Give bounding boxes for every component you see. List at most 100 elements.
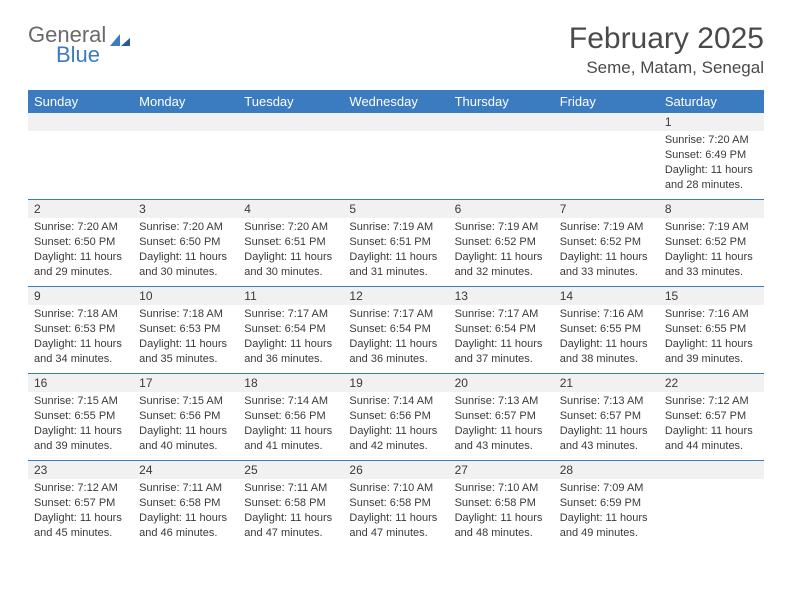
day-cell-empty	[449, 113, 554, 199]
day-sunset: Sunset: 6:52 PM	[560, 235, 653, 250]
day-cell-empty	[238, 113, 343, 199]
week-row: 9 Sunrise: 7:18 AM Sunset: 6:53 PM Daylight…	[28, 286, 764, 373]
day-number: 5	[343, 200, 448, 218]
day-cell: 7Sunrise: 7:19 AMSunset: 6:52 PMDaylight…	[554, 200, 659, 286]
day-daylight: Daylight: 11 hours and 35 minutes.	[139, 337, 232, 367]
day-sunset: Sunset: 6:57 PM	[34, 496, 127, 511]
day-daylight: Daylight: 11 hours and 28 minutes.	[665, 163, 758, 193]
day-daylight: Daylight: 11 hours and 29 minutes.	[34, 250, 127, 280]
day-cell: 17Sunrise: 7:15 AMSunset: 6:56 PMDayligh…	[133, 374, 238, 460]
day-number: 18	[238, 374, 343, 392]
day-number: 20	[449, 374, 554, 392]
day-daylight: Daylight: 11 hours and 37 minutes.	[455, 337, 548, 367]
day-daylight: Daylight: 11 hours and 45 minutes.	[34, 511, 127, 541]
day-number: 28	[554, 461, 659, 479]
day-number	[238, 113, 343, 131]
day-cell: 18Sunrise: 7:14 AMSunset: 6:56 PMDayligh…	[238, 374, 343, 460]
day-daylight: Daylight: 11 hours and 43 minutes.	[455, 424, 548, 454]
day-number: 22	[659, 374, 764, 392]
day-cell: 13Sunrise: 7:17 AMSunset: 6:54 PMDayligh…	[449, 287, 554, 373]
day-cell: 3Sunrise: 7:20 AMSunset: 6:50 PMDaylight…	[133, 200, 238, 286]
day-sunset: Sunset: 6:57 PM	[665, 409, 758, 424]
day-sunset: Sunset: 6:53 PM	[34, 322, 127, 337]
day-sunrise: Sunrise: 7:12 AM	[665, 394, 758, 409]
day-cell: 8Sunrise: 7:19 AMSunset: 6:52 PMDaylight…	[659, 200, 764, 286]
weekday-header-row: Sunday Monday Tuesday Wednesday Thursday…	[28, 90, 764, 113]
day-number: 15	[659, 287, 764, 305]
day-daylight: Daylight: 11 hours and 48 minutes.	[455, 511, 548, 541]
day-sunrise: Sunrise: 7:12 AM	[34, 481, 127, 496]
location-subtitle: Seme, Matam, Senegal	[569, 58, 764, 78]
page-header: GeneralBlue February 2025 Seme, Matam, S…	[28, 22, 764, 78]
day-cell: 23 Sunrise: 7:12 AMSunset: 6:57 PMDayligh…	[28, 461, 133, 547]
day-number: 27	[449, 461, 554, 479]
day-sunset: Sunset: 6:56 PM	[139, 409, 232, 424]
week-row: 1Sunrise: 7:20 AMSunset: 6:49 PMDaylight…	[28, 113, 764, 199]
day-daylight: Daylight: 11 hours and 30 minutes.	[139, 250, 232, 280]
day-sunset: Sunset: 6:56 PM	[244, 409, 337, 424]
day-cell: 5Sunrise: 7:19 AMSunset: 6:51 PMDaylight…	[343, 200, 448, 286]
day-sunrise: Sunrise: 7:20 AM	[244, 220, 337, 235]
day-daylight: Daylight: 11 hours and 33 minutes.	[560, 250, 653, 280]
day-cell-empty	[28, 113, 133, 199]
day-daylight: Daylight: 11 hours and 36 minutes.	[349, 337, 442, 367]
day-number	[449, 113, 554, 131]
day-daylight: Daylight: 11 hours and 40 minutes.	[139, 424, 232, 454]
day-sunset: Sunset: 6:55 PM	[34, 409, 127, 424]
day-sunset: Sunset: 6:54 PM	[455, 322, 548, 337]
logo: GeneralBlue	[28, 22, 132, 68]
day-cell: 4Sunrise: 7:20 AMSunset: 6:51 PMDaylight…	[238, 200, 343, 286]
day-daylight: Daylight: 11 hours and 49 minutes.	[560, 511, 653, 541]
day-cell-empty	[659, 461, 764, 547]
day-number	[28, 113, 133, 131]
day-cell-empty	[133, 113, 238, 199]
day-number: 13	[449, 287, 554, 305]
day-cell: 25 Sunrise: 7:11 AMSunset: 6:58 PMDayligh…	[238, 461, 343, 547]
day-cell: 2Sunrise: 7:20 AMSunset: 6:50 PMDaylight…	[28, 200, 133, 286]
day-daylight: Daylight: 11 hours and 39 minutes.	[665, 337, 758, 367]
day-sunrise: Sunrise: 7:13 AM	[560, 394, 653, 409]
day-sunrise: Sunrise: 7:16 AM	[560, 307, 653, 322]
day-cell-empty	[343, 113, 448, 199]
day-cell: 15Sunrise: 7:16 AMSunset: 6:55 PMDayligh…	[659, 287, 764, 373]
day-sunrise: Sunrise: 7:11 AM	[244, 481, 337, 496]
day-number: 16	[28, 374, 133, 392]
day-daylight: Daylight: 11 hours and 33 minutes.	[665, 250, 758, 280]
day-sunrise: Sunrise: 7:19 AM	[455, 220, 548, 235]
day-cell: 1Sunrise: 7:20 AMSunset: 6:49 PMDaylight…	[659, 113, 764, 199]
day-sunset: Sunset: 6:58 PM	[244, 496, 337, 511]
day-number: 9	[28, 287, 133, 305]
day-cell: 20Sunrise: 7:13 AMSunset: 6:57 PMDayligh…	[449, 374, 554, 460]
day-number: 23	[28, 461, 133, 479]
day-number: 24	[133, 461, 238, 479]
day-sunset: Sunset: 6:50 PM	[34, 235, 127, 250]
day-cell: 6Sunrise: 7:19 AMSunset: 6:52 PMDaylight…	[449, 200, 554, 286]
day-daylight: Daylight: 11 hours and 38 minutes.	[560, 337, 653, 367]
day-number: 8	[659, 200, 764, 218]
day-sunrise: Sunrise: 7:10 AM	[455, 481, 548, 496]
day-sunrise: Sunrise: 7:19 AM	[665, 220, 758, 235]
day-number: 10	[133, 287, 238, 305]
day-daylight: Daylight: 11 hours and 47 minutes.	[244, 511, 337, 541]
weekday-header: Monday	[133, 90, 238, 113]
day-number: 7	[554, 200, 659, 218]
day-daylight: Daylight: 11 hours and 32 minutes.	[455, 250, 548, 280]
day-daylight: Daylight: 11 hours and 41 minutes.	[244, 424, 337, 454]
day-sunrise: Sunrise: 7:17 AM	[349, 307, 442, 322]
weekday-header: Thursday	[449, 90, 554, 113]
day-sunset: Sunset: 6:51 PM	[349, 235, 442, 250]
day-daylight: Daylight: 11 hours and 46 minutes.	[139, 511, 232, 541]
weekday-header: Wednesday	[343, 90, 448, 113]
day-cell-empty	[554, 113, 659, 199]
day-sunset: Sunset: 6:56 PM	[349, 409, 442, 424]
day-number: 14	[554, 287, 659, 305]
day-daylight: Daylight: 11 hours and 47 minutes.	[349, 511, 442, 541]
day-sunrise: Sunrise: 7:18 AM	[139, 307, 232, 322]
day-sunset: Sunset: 6:51 PM	[244, 235, 337, 250]
day-sunset: Sunset: 6:55 PM	[665, 322, 758, 337]
day-sunrise: Sunrise: 7:13 AM	[455, 394, 548, 409]
day-sunset: Sunset: 6:55 PM	[560, 322, 653, 337]
day-number: 25	[238, 461, 343, 479]
day-cell: 26Sunrise: 7:10 AMSunset: 6:58 PMDayligh…	[343, 461, 448, 547]
day-number: 19	[343, 374, 448, 392]
